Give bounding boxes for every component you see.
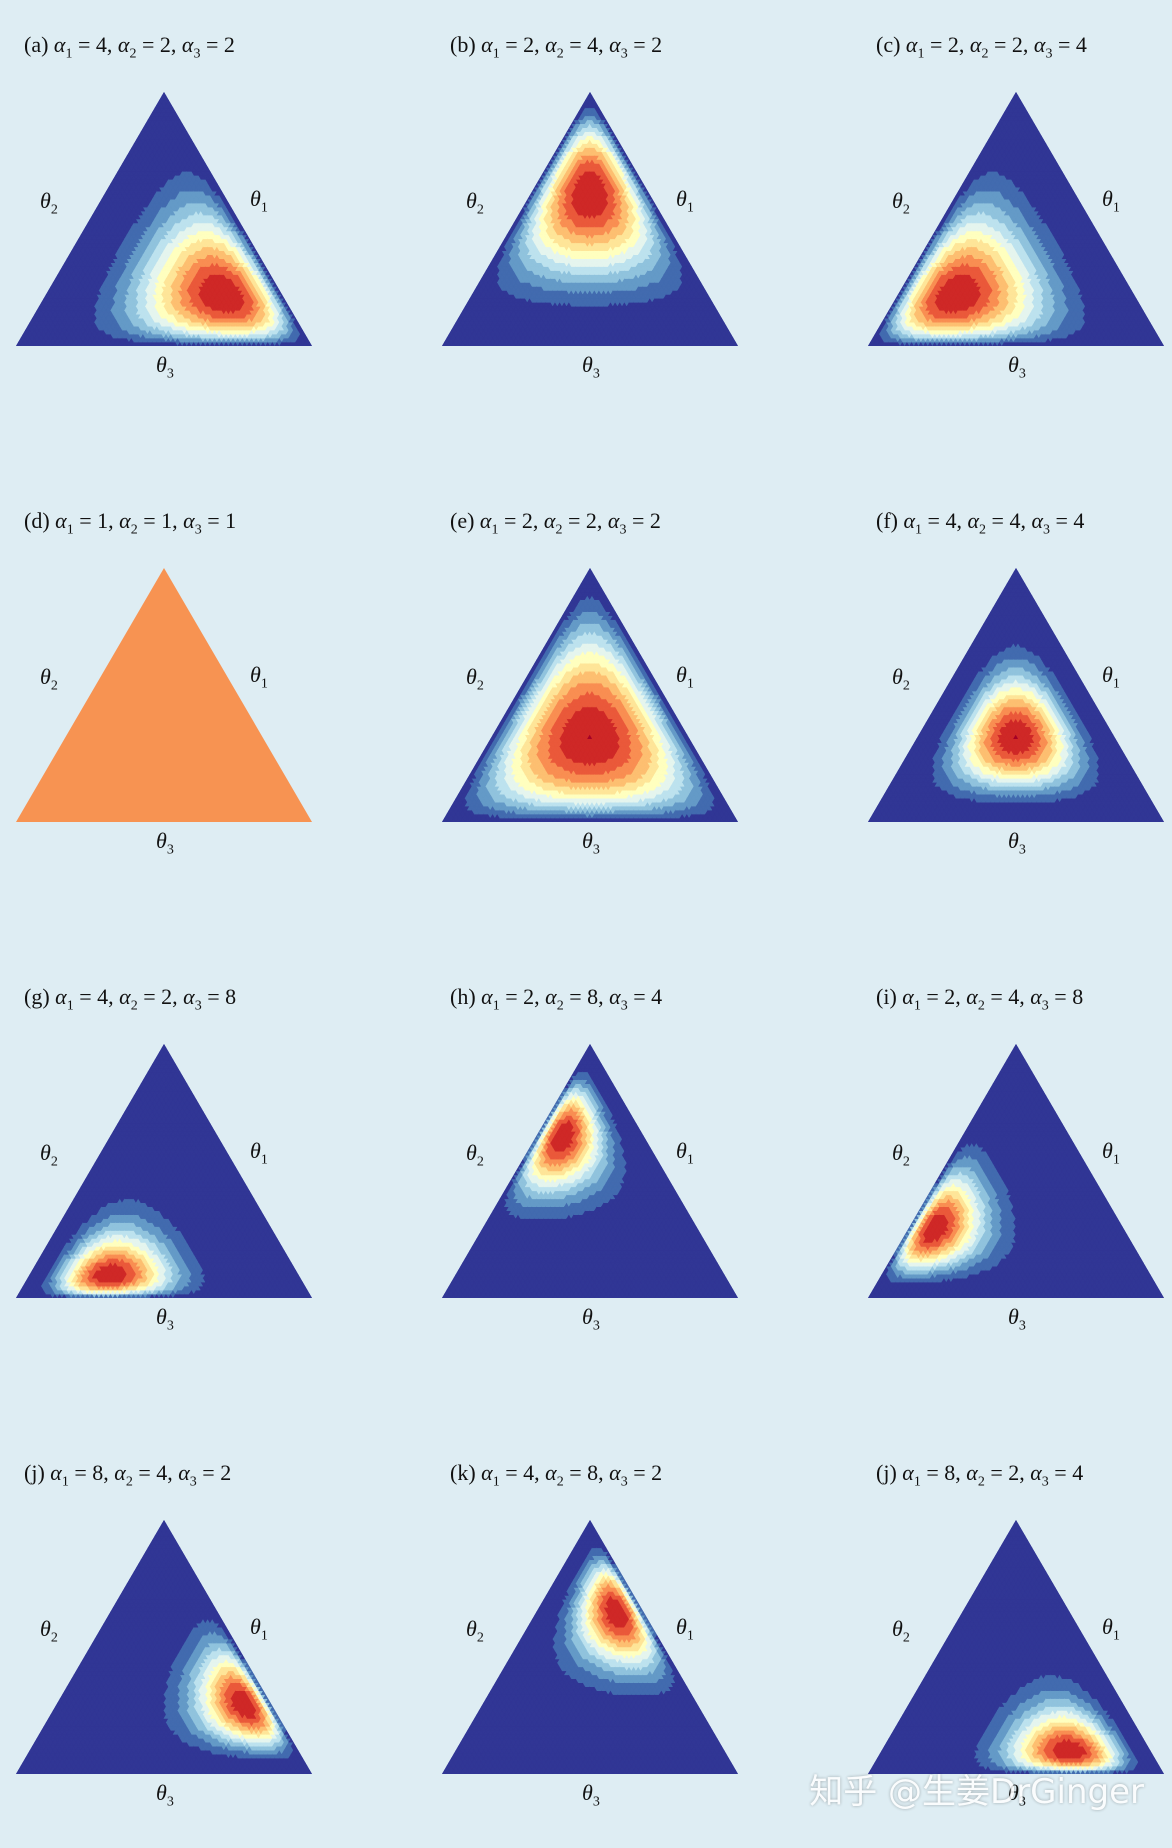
- density-cell: [179, 123, 186, 129]
- density-cell: [225, 202, 232, 208]
- density-cell: [587, 92, 593, 97]
- density-cell: [223, 198, 230, 204]
- panel-title: (a) α1 = 4, α2 = 2, α3 = 2: [24, 32, 235, 62]
- axis-label-theta2: θ2: [40, 188, 58, 218]
- density-cell: [216, 186, 223, 192]
- density-cell: [207, 170, 214, 176]
- axis-symbol: θ: [40, 188, 51, 213]
- axis-subscript: 1: [261, 200, 268, 215]
- simplex-heatmap: [442, 92, 738, 346]
- axis-label-theta3: θ3: [156, 352, 174, 382]
- axis-symbol: θ: [250, 186, 261, 211]
- density-cells: [442, 92, 738, 346]
- density-cell: [161, 92, 167, 97]
- density-cells: [16, 92, 312, 346]
- axis-symbol: θ: [156, 352, 167, 377]
- axis-subscript: 2: [51, 202, 58, 217]
- density-cell: [188, 139, 195, 144]
- density-cell: [242, 230, 248, 236]
- density-cell: [244, 234, 251, 240]
- density-cell: [235, 218, 241, 224]
- density-cell: [168, 103, 174, 109]
- density-cell: [198, 154, 204, 160]
- density-cell: [205, 166, 211, 172]
- axis-subscript: 3: [167, 366, 174, 381]
- density-cell: [170, 107, 177, 113]
- simplex-heatmap: [16, 92, 312, 346]
- chart-panel-1: (a) α1 = 4, α2 = 2, α3 = 2 θ2 θ1 θ3: [14, 0, 404, 420]
- axis-label-theta1: θ1: [250, 186, 268, 216]
- chart-panel-2: (b) α1 = 2, α2 = 4, α3 = 2 θ2 θ1 θ3: [440, 0, 830, 420]
- density-cell: [186, 135, 193, 140]
